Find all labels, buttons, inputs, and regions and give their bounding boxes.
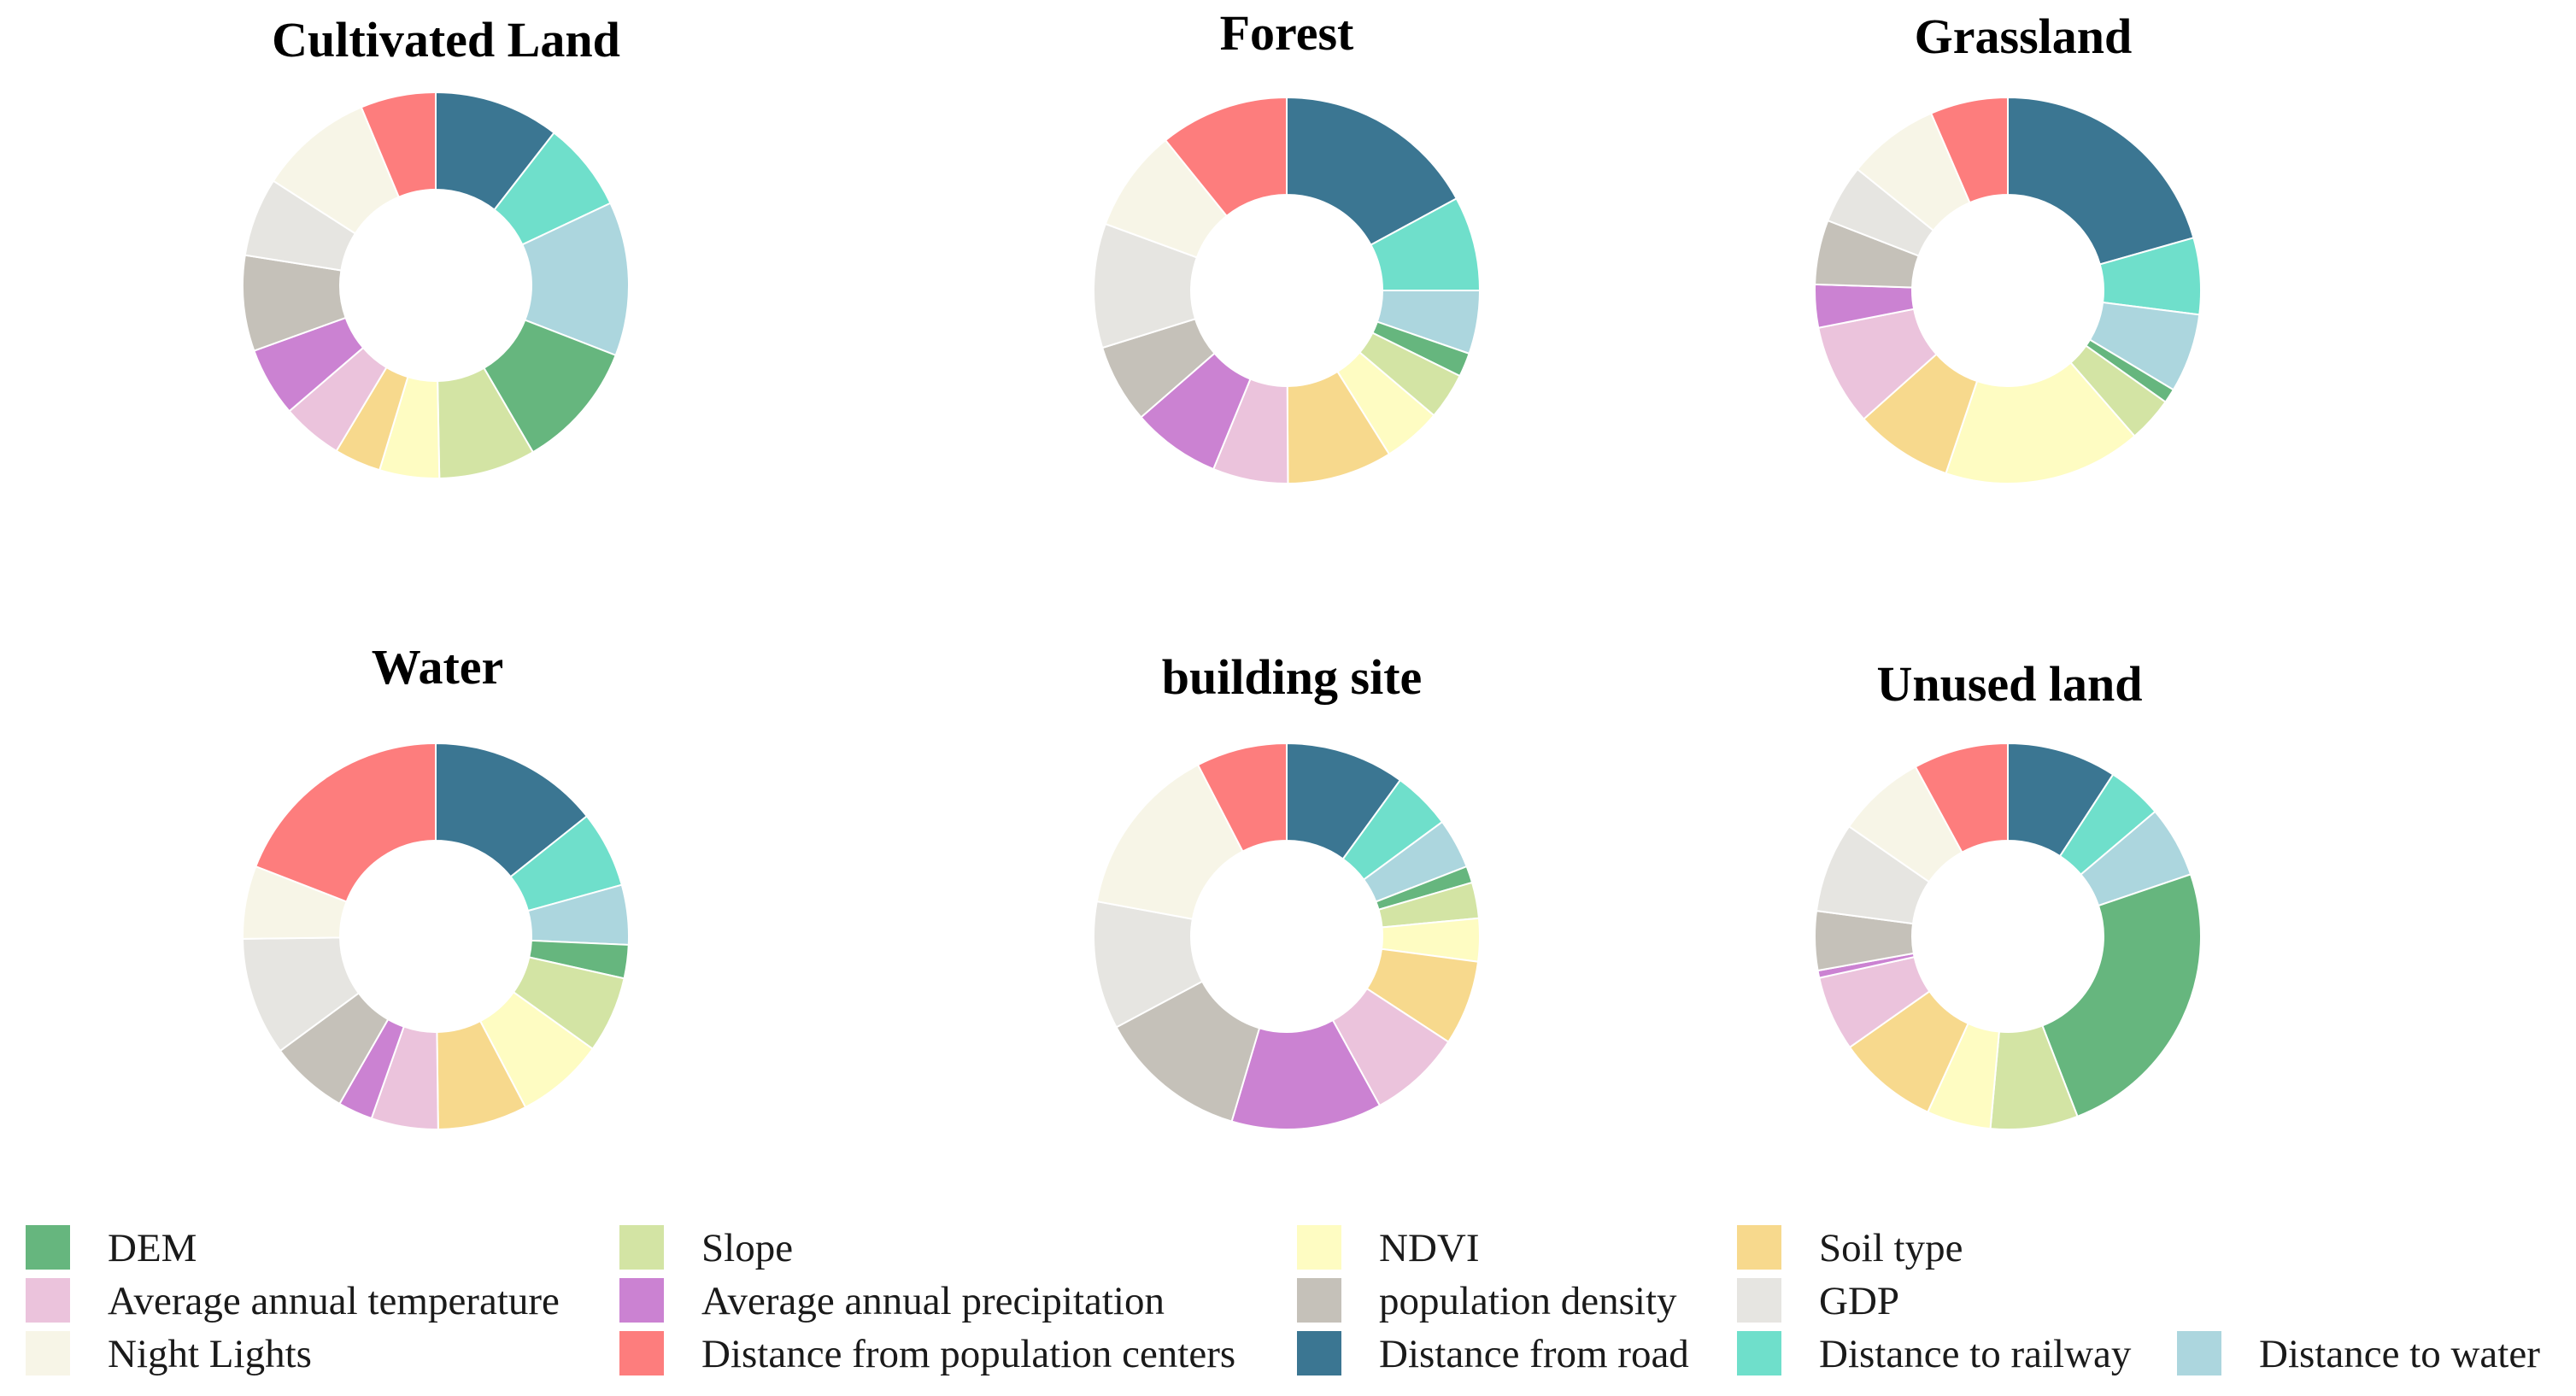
legend: DEM Slope NDVI Soil type Average annual temp… [26,1225,2540,1376]
legend-swatch-gdp [1737,1278,1781,1323]
donut-forest [1093,96,1482,485]
legend-label-average-annual-precipitation: Average annual precipitation [701,1279,1165,1323]
legend-label-distance-to-railway: Distance to railway [1819,1332,2132,1376]
legend-item-average-annual-precipitation: Average annual precipitation [619,1278,1165,1323]
chart-title-unused-land: Unused land [1876,656,2142,712]
legend-item-distance-from-road: Distance from road [1297,1331,1689,1376]
legend-swatch-slope [619,1225,664,1270]
donut-water [242,742,630,1130]
slice-water-distance-from-population-centers [255,742,437,903]
legend-item-soil-type: Soil type [1737,1225,1963,1270]
legend-item-gdp: GDP [1737,1278,1899,1323]
slice-cultivated-land-distance-from-population-centers [360,91,437,198]
legend-item-dem: DEM [26,1225,197,1270]
legend-label-average-annual-temperature: Average annual temperature [108,1279,560,1323]
legend-item-night-lights: Night Lights [26,1331,312,1376]
slice-grassland-distance-from-road [2007,96,2195,266]
legend-item-distance-to-railway: Distance to railway [1737,1331,2132,1376]
legend-item-population-density: population density [1297,1278,1677,1323]
chart-building-site: building site [1093,649,1482,1130]
chart-title-cultivated-land: Cultivated Land [272,12,620,67]
legend-swatch-night-lights [26,1331,70,1375]
chart-cultivated-land: Cultivated Land [242,12,630,479]
legend-swatch-distance-to-water [2177,1331,2221,1375]
legend-swatch-dem [26,1225,70,1270]
legend-swatch-average-annual-precipitation [619,1278,664,1323]
chart-title-water: Water [372,639,504,695]
legend-label-dem: DEM [108,1226,197,1270]
legend-swatch-distance-to-railway [1737,1331,1781,1375]
chart-title-building-site: building site [1162,649,1423,705]
legend-label-population-density: population density [1379,1279,1677,1323]
chart-forest: Forest [1093,5,1482,485]
slice-water-distance-from-road [435,742,589,878]
chart-title-grassland: Grassland [1915,9,2133,64]
donut-building-site [1093,742,1482,1130]
legend-swatch-distance-from-road [1297,1331,1341,1375]
slice-grassland-distance-from-population-centers [1929,96,2009,204]
legend-item-average-annual-temperature: Average annual temperature [26,1278,560,1323]
legend-label-distance-from-population-centers: Distance from population centers [701,1332,1235,1376]
chart-grassland: Grassland [1814,9,2202,484]
legend-item-ndvi: NDVI [1297,1225,1479,1270]
slice-grassland-ndvi [1945,361,2136,484]
chart-title-forest: Forest [1220,5,1354,61]
slice-building-site-distance-from-population-centers [1196,742,1288,853]
slice-forest-distance-from-population-centers [1164,96,1288,218]
slice-building-site-night-lights [1095,763,1244,920]
legend-item-slope: Slope [619,1225,793,1270]
slice-unused-land-distance-from-population-centers [1914,742,2009,854]
legend-label-soil-type: Soil type [1819,1226,1963,1270]
legend-label-night-lights: Night Lights [108,1332,312,1376]
legend-swatch-ndvi [1297,1225,1341,1270]
legend-label-gdp: GDP [1819,1279,1899,1323]
legend-swatch-average-annual-temperature [26,1278,70,1323]
legend-label-distance-to-water: Distance to water [2259,1332,2540,1376]
chart-water: Water [242,639,630,1130]
slice-unused-land-dem [2041,873,2203,1118]
legend-label-distance-from-road: Distance from road [1379,1332,1689,1376]
legend-swatch-population-density [1297,1278,1341,1323]
legend-swatch-distance-from-population-centers [619,1331,664,1375]
chart-unused-land: Unused land [1814,656,2203,1130]
donut-grassland [1814,96,2202,484]
donut-unused-land [1814,742,2203,1130]
legend-label-ndvi: NDVI [1379,1226,1479,1270]
legend-swatch-soil-type [1737,1225,1781,1270]
legend-label-slope: Slope [701,1226,793,1270]
legend-item-distance-from-population-centers: Distance from population centers [619,1331,1235,1376]
slice-forest-distance-from-road [1286,96,1458,247]
legend-item-distance-to-water: Distance to water [2177,1331,2540,1376]
donut-cultivated-land [242,91,630,479]
